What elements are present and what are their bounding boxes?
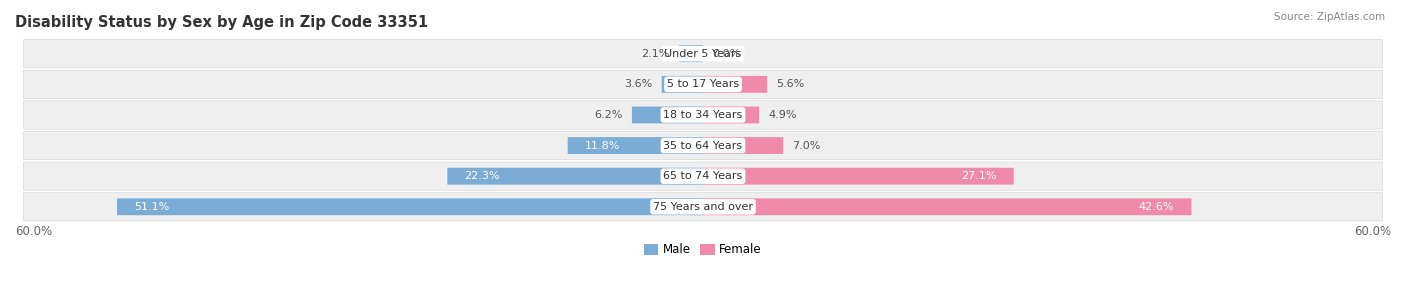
FancyBboxPatch shape: [703, 76, 768, 93]
FancyBboxPatch shape: [24, 70, 1382, 98]
Text: 5 to 17 Years: 5 to 17 Years: [666, 79, 740, 89]
FancyBboxPatch shape: [24, 162, 1382, 190]
Text: 0.0%: 0.0%: [713, 49, 741, 59]
FancyBboxPatch shape: [662, 76, 703, 93]
Text: 42.6%: 42.6%: [1139, 202, 1174, 212]
Text: 27.1%: 27.1%: [962, 171, 997, 181]
FancyBboxPatch shape: [703, 137, 783, 154]
Text: 65 to 74 Years: 65 to 74 Years: [664, 171, 742, 181]
FancyBboxPatch shape: [447, 168, 703, 185]
Text: 11.8%: 11.8%: [585, 140, 620, 150]
FancyBboxPatch shape: [631, 106, 703, 123]
FancyBboxPatch shape: [703, 106, 759, 123]
FancyBboxPatch shape: [703, 168, 1014, 185]
Text: 51.1%: 51.1%: [134, 202, 170, 212]
Text: 7.0%: 7.0%: [793, 140, 821, 150]
Text: 5.6%: 5.6%: [776, 79, 804, 89]
FancyBboxPatch shape: [24, 101, 1382, 129]
Text: 6.2%: 6.2%: [595, 110, 623, 120]
Legend: Male, Female: Male, Female: [640, 239, 766, 261]
Text: 4.9%: 4.9%: [768, 110, 797, 120]
FancyBboxPatch shape: [24, 40, 1382, 68]
FancyBboxPatch shape: [679, 45, 703, 62]
Text: Source: ZipAtlas.com: Source: ZipAtlas.com: [1274, 12, 1385, 22]
Text: Under 5 Years: Under 5 Years: [665, 49, 741, 59]
Text: 22.3%: 22.3%: [464, 171, 501, 181]
FancyBboxPatch shape: [24, 193, 1382, 221]
Text: 60.0%: 60.0%: [1354, 225, 1391, 238]
FancyBboxPatch shape: [703, 199, 1191, 215]
Text: 35 to 64 Years: 35 to 64 Years: [664, 140, 742, 150]
Text: Disability Status by Sex by Age in Zip Code 33351: Disability Status by Sex by Age in Zip C…: [15, 15, 427, 30]
Text: 75 Years and over: 75 Years and over: [652, 202, 754, 212]
Text: 3.6%: 3.6%: [624, 79, 652, 89]
Text: 2.1%: 2.1%: [641, 49, 669, 59]
FancyBboxPatch shape: [117, 199, 703, 215]
FancyBboxPatch shape: [24, 131, 1382, 160]
FancyBboxPatch shape: [568, 137, 703, 154]
Text: 18 to 34 Years: 18 to 34 Years: [664, 110, 742, 120]
Text: 60.0%: 60.0%: [15, 225, 52, 238]
